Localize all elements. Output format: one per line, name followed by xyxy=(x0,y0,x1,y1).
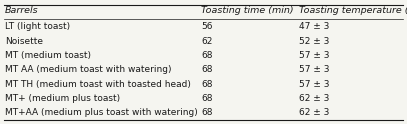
Text: MT+AA (medium plus toast with watering): MT+AA (medium plus toast with watering) xyxy=(5,108,198,117)
Text: 62: 62 xyxy=(201,37,213,46)
Text: 56: 56 xyxy=(201,22,213,31)
Text: 62 ± 3: 62 ± 3 xyxy=(299,94,330,103)
Text: 68: 68 xyxy=(201,94,213,103)
Text: MT TH (medium toast with toasted head): MT TH (medium toast with toasted head) xyxy=(5,79,191,89)
Text: Toasting temperature (°C): Toasting temperature (°C) xyxy=(299,6,407,15)
Text: 68: 68 xyxy=(201,108,213,117)
Text: 68: 68 xyxy=(201,79,213,89)
Text: MT+ (medium plus toast): MT+ (medium plus toast) xyxy=(5,94,120,103)
Text: Toasting time (min): Toasting time (min) xyxy=(201,6,294,15)
Text: MT AA (medium toast with watering): MT AA (medium toast with watering) xyxy=(5,65,171,74)
Text: 52 ± 3: 52 ± 3 xyxy=(299,37,330,46)
Text: LT (light toast): LT (light toast) xyxy=(5,22,70,31)
Text: 68: 68 xyxy=(201,65,213,74)
Text: 68: 68 xyxy=(201,51,213,60)
Text: 57 ± 3: 57 ± 3 xyxy=(299,65,330,74)
Text: 57 ± 3: 57 ± 3 xyxy=(299,51,330,60)
Text: Noisette: Noisette xyxy=(5,37,43,46)
Text: 62 ± 3: 62 ± 3 xyxy=(299,108,330,117)
Text: 47 ± 3: 47 ± 3 xyxy=(299,22,330,31)
Text: Barrels: Barrels xyxy=(5,6,39,15)
Text: 57 ± 3: 57 ± 3 xyxy=(299,79,330,89)
Text: MT (medium toast): MT (medium toast) xyxy=(5,51,91,60)
